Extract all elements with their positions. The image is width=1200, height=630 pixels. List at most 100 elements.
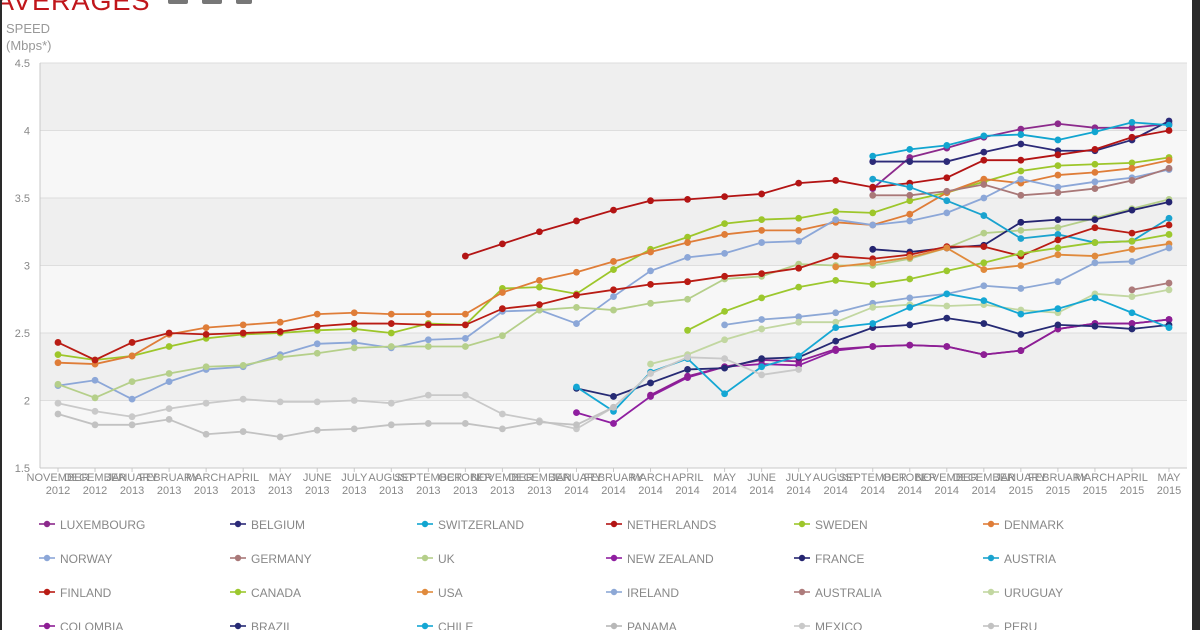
legend-marker	[606, 588, 622, 596]
plot-band	[40, 63, 1187, 131]
data-point-netherlands	[832, 177, 840, 184]
data-point-finland	[276, 328, 284, 336]
data-point-switzerland	[1054, 136, 1062, 144]
legend-label: LUXEMBOURG	[60, 518, 146, 532]
data-point-new-zealand	[573, 409, 580, 417]
data-point-finland	[424, 321, 432, 329]
data-point-norway	[350, 339, 358, 346]
x-tick-label-month: MARCH	[630, 472, 670, 484]
data-point-usa	[943, 244, 951, 252]
data-point-colombia	[647, 391, 654, 399]
data-point-germany	[1017, 191, 1025, 199]
data-point-netherlands	[1091, 146, 1099, 153]
x-tick-label-month: NOVEMBER	[471, 472, 534, 484]
data-point-uk	[461, 343, 469, 350]
data-point-norway	[573, 320, 580, 327]
data-point-finland	[91, 356, 99, 364]
data-point-germany	[1128, 177, 1136, 184]
data-point-peru	[610, 403, 617, 411]
data-point-uk	[610, 306, 617, 314]
data-point-sweden	[721, 220, 728, 228]
data-point-australia	[1128, 286, 1136, 294]
data-point-finland	[610, 286, 617, 294]
x-tick-label-month: MAY	[713, 472, 737, 484]
y-axis-ticks: 1.5 2 2.5 3 3.5 4 4.5	[15, 58, 30, 475]
legend-label: NORWAY	[60, 552, 113, 566]
legend-marker	[983, 520, 999, 528]
legend-marker	[417, 520, 433, 528]
data-point-colombia	[1017, 347, 1025, 354]
data-point-finland	[647, 281, 654, 288]
data-point-uruguay	[647, 360, 654, 368]
data-point-canada	[1091, 239, 1099, 246]
print-icon[interactable]	[168, 0, 188, 4]
data-point-uk	[647, 299, 654, 307]
data-point-sweden	[54, 351, 62, 358]
data-point-new-zealand	[610, 420, 617, 427]
x-tick-label-month: DECEMBER	[508, 472, 570, 484]
data-point-norway	[610, 293, 617, 300]
legend-marker	[39, 588, 55, 596]
x-tick-label-year: 2012	[46, 485, 70, 497]
series-canada	[684, 231, 1173, 334]
data-point-finland	[573, 291, 580, 299]
data-point-france	[1091, 216, 1099, 224]
share-icon[interactable]	[236, 0, 252, 4]
data-point-finland	[795, 264, 803, 272]
data-point-brazil	[647, 379, 654, 387]
data-point-netherlands	[721, 193, 728, 201]
legend-marker	[230, 588, 246, 596]
data-point-sweden	[795, 214, 803, 222]
data-point-norway	[943, 209, 951, 217]
legend-marker	[983, 554, 999, 562]
data-point-peru	[128, 421, 136, 429]
x-tick-label-year: 2014	[638, 485, 662, 497]
series-line-netherlands	[465, 129, 1170, 257]
legend-label: BRAZIL	[251, 620, 294, 630]
data-point-denmark	[610, 258, 617, 265]
data-point-canada	[943, 267, 951, 275]
data-point-finland	[54, 339, 62, 346]
data-point-mexico	[795, 366, 803, 373]
data-point-finland	[165, 329, 173, 337]
data-point-belgium	[1017, 140, 1025, 148]
data-point-france	[1128, 206, 1136, 214]
data-point-austria	[943, 197, 951, 205]
legend-label: SWITZERLAND	[438, 518, 525, 532]
x-tick-label-year: 2014	[564, 485, 588, 497]
x-tick-label-year: 2013	[268, 485, 292, 497]
legend-marker	[39, 520, 55, 528]
x-tick-label-month: MARCH	[186, 472, 226, 484]
data-point-finland	[239, 329, 247, 337]
data-point-finland	[350, 320, 358, 327]
data-point-denmark	[684, 239, 691, 246]
email-icon[interactable]	[202, 0, 222, 4]
legend-label: USA	[438, 586, 463, 600]
legend-label: NEW ZEALAND	[627, 552, 714, 566]
data-point-brazil	[943, 314, 951, 322]
x-tick-label-year: 2013	[453, 485, 477, 497]
x-tick-label-year: 2013	[527, 485, 551, 497]
data-point-norway	[424, 336, 432, 344]
data-point-luxembourg	[1054, 120, 1062, 128]
data-point-sweden	[1054, 162, 1062, 170]
data-point-denmark	[573, 268, 580, 276]
data-point-peru	[91, 421, 99, 429]
data-point-ireland	[906, 294, 914, 302]
data-point-uk	[350, 344, 358, 352]
x-axis-ticks: NOVEMBER2012DECEMBER2012JANUARY2013FEBRU…	[27, 468, 1181, 497]
data-point-finland	[758, 270, 766, 277]
data-point-netherlands	[943, 174, 951, 182]
data-point-netherlands	[980, 156, 988, 164]
y-tick-label: 2.5	[15, 328, 30, 340]
data-point-peru	[239, 428, 247, 435]
data-point-uruguay	[832, 318, 840, 326]
x-tick-label-year: 2014	[601, 485, 625, 497]
legend-label: SWEDEN	[815, 518, 868, 532]
data-point-peru	[54, 410, 62, 418]
data-point-brazil	[758, 355, 766, 363]
series-usa	[832, 240, 1173, 273]
data-point-colombia	[1128, 320, 1136, 327]
data-point-netherlands	[610, 206, 617, 214]
data-point-chile	[1054, 305, 1062, 313]
